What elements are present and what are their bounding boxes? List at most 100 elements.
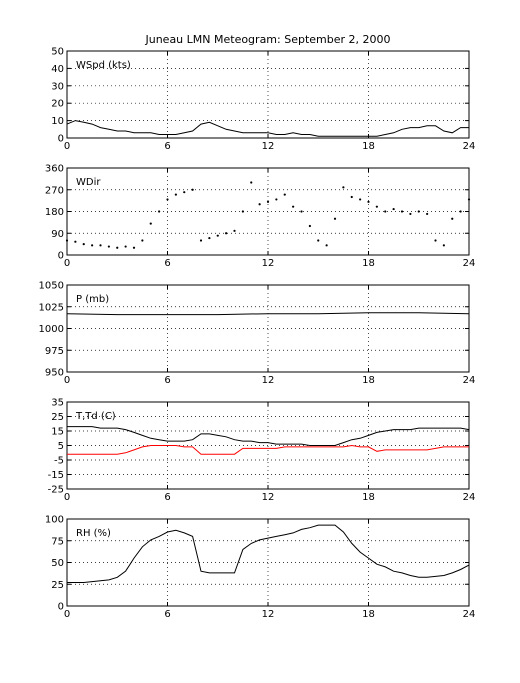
data-point [65, 239, 69, 242]
x-tick-label: 0 [64, 258, 70, 269]
x-tick-label: 24 [463, 258, 476, 269]
series-line-pres-0 [66, 312, 470, 316]
data-point [459, 210, 462, 213]
panel-wspd: 0 6 12 18 24 0 10 20 30 40 50 WSpd (kts) [51, 47, 475, 153]
series-line-temp-1 [67, 444, 469, 455]
y-tick-label: -25 [48, 485, 64, 496]
data-point [158, 210, 161, 213]
x-tick-label: 6 [164, 141, 170, 152]
x-tick-label: 24 [463, 141, 476, 152]
data-point [124, 245, 127, 248]
data-point [233, 229, 236, 232]
data-point [409, 212, 412, 216]
y-tick-label: 90 [51, 229, 64, 240]
x-tick-label: 6 [164, 492, 170, 503]
y-tick-label: 0 [58, 602, 64, 613]
data-point [258, 203, 261, 206]
data-point [375, 205, 378, 208]
data-point [359, 198, 362, 201]
y-tick-label: 360 [45, 164, 64, 175]
panel-label: P (mb) [76, 294, 109, 305]
data-point [116, 246, 119, 249]
panel-temp: 0 6 12 18 24 -25 -15 -5 5 15 25 35 T,Td (C) [48, 398, 476, 504]
data-point [300, 210, 303, 213]
data-point [333, 217, 337, 220]
data-point [216, 234, 219, 237]
data-point [467, 198, 471, 201]
data-point [74, 240, 77, 243]
y-tick-label: 950 [45, 368, 64, 379]
x-tick-label: 12 [262, 375, 275, 386]
data-point [250, 181, 253, 184]
data-point [325, 244, 328, 247]
y-tick-label: 975 [45, 346, 64, 357]
y-tick-label: 1050 [39, 281, 64, 292]
figure-title: Juneau LMN Meteogram: September 2, 2000 [145, 33, 391, 46]
panel-label: WSpd (kts) [76, 60, 131, 71]
data-point [99, 244, 102, 247]
data-point [384, 210, 387, 213]
data-point [166, 198, 169, 201]
data-point [350, 195, 353, 199]
data-point [225, 232, 228, 235]
x-tick-label: 0 [64, 141, 70, 152]
x-tick-label: 6 [164, 609, 170, 620]
data-point [149, 222, 152, 225]
y-tick-label: 1000 [39, 324, 64, 335]
y-tick-label: 0 [58, 134, 64, 145]
data-point [141, 239, 144, 242]
y-tick-label: 10 [51, 116, 64, 127]
data-point [91, 244, 94, 247]
data-point [199, 239, 203, 242]
x-tick-label: 18 [362, 258, 375, 269]
panel-label: T,Td (C) [75, 411, 116, 422]
y-tick-label: 1025 [39, 302, 64, 313]
series-line-rh-0 [67, 524, 470, 583]
y-tick-label: 100 [45, 515, 64, 526]
panel-rh: 0 6 12 18 24 0 25 50 75 100 RH (%) [45, 515, 475, 621]
y-tick-label: 15 [51, 427, 64, 438]
y-tick-label: 180 [45, 207, 64, 218]
x-tick-label: 18 [362, 609, 375, 620]
x-tick-label: 18 [362, 141, 375, 152]
y-tick-label: 40 [51, 64, 64, 75]
x-tick-label: 6 [164, 375, 170, 386]
y-tick-label: -5 [54, 456, 64, 467]
series-line-wspd-0 [66, 120, 469, 137]
data-point [183, 191, 186, 194]
x-tick-label: 0 [64, 492, 70, 503]
data-point [208, 236, 211, 240]
data-point [266, 200, 270, 203]
data-point [308, 224, 311, 228]
data-point [191, 188, 194, 191]
y-tick-label: -15 [48, 470, 64, 481]
x-tick-label: 18 [362, 492, 375, 503]
x-tick-label: 12 [262, 258, 275, 269]
data-point [174, 193, 177, 196]
y-tick-label: 35 [51, 398, 64, 409]
y-tick-label: 25 [51, 580, 64, 591]
x-tick-label: 12 [262, 492, 275, 503]
data-point [292, 205, 295, 208]
panel-label: RH (%) [76, 528, 111, 539]
x-tick-label: 12 [262, 141, 275, 152]
x-tick-label: 0 [64, 609, 70, 620]
data-point [417, 210, 420, 213]
x-tick-label: 24 [463, 492, 476, 503]
data-point [426, 212, 429, 216]
y-tick-label: 25 [51, 412, 64, 423]
data-point [107, 245, 110, 248]
data-point [275, 198, 278, 201]
panel-pres: 0 6 12 18 24 950 975 1000 1025 1050 P (mb) [39, 281, 476, 387]
data-point [342, 186, 345, 189]
data-point [451, 217, 454, 220]
data-point [241, 210, 244, 213]
y-tick-label: 75 [51, 536, 64, 547]
y-tick-label: 30 [51, 81, 64, 92]
data-point [283, 193, 286, 196]
data-point [434, 239, 437, 242]
data-point [400, 210, 404, 213]
y-tick-label: 0 [58, 251, 64, 262]
